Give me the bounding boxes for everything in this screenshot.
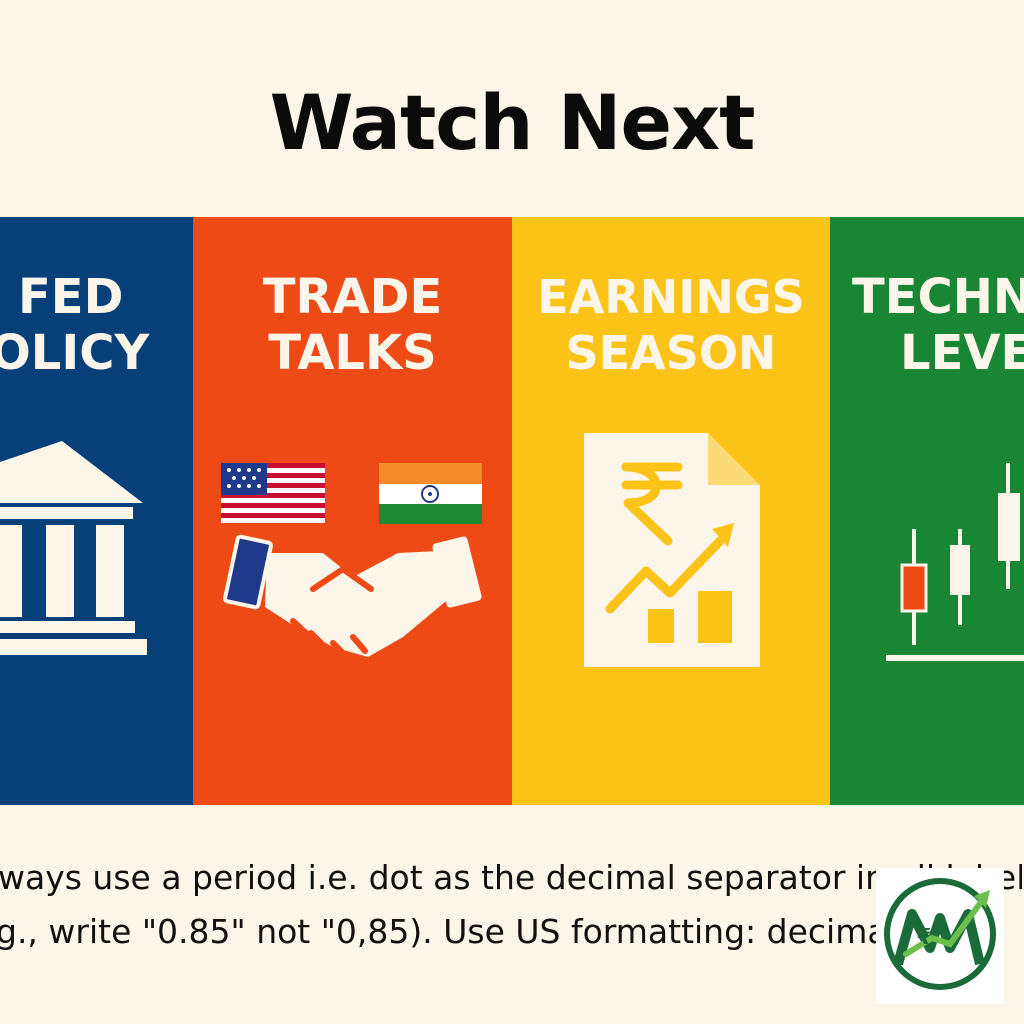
candlestick-chart-icon [886,463,1024,661]
panel-trade-talks: TRADE TALKS [193,217,512,805]
panel-technical-levels-label: TECHN LEVE [852,269,1024,381]
india-flag-icon [379,463,482,524]
panel-fed-policy-line1: FED [18,269,124,325]
panel-trade-talks-label: TRADE TALKS [193,269,512,381]
handshake-flags-icon [221,463,482,660]
caption-line-2: g., write "0.85" not "0,85). Use US form… [0,912,929,951]
panel-trade-talks-line2: TALKS [268,325,437,381]
panel-trade-talks-line1: TRADE [262,269,443,325]
panel-technical-levels: TECHN LEVE [830,217,1024,805]
panel-technical-levels-line2: LEVE [900,325,1024,381]
caption-line-1: ways use a period i.e. dot as the decima… [0,858,1022,897]
rupee-growth-logo-icon: ₹ [884,878,996,990]
panel-earnings-season: EARNINGS SEASON [512,217,830,805]
logo: ₹ [876,868,1004,1004]
us-flag-icon [221,463,325,523]
panel-fed-policy-label: FED OLICY [0,269,193,381]
panel-earnings-season-label: EARNINGS SEASON [512,269,830,381]
rupee-report-icon [584,433,760,667]
panel-fed-policy: FED OLICY [0,217,193,805]
panel-fed-policy-line2: OLICY [0,325,150,381]
handshake-icon [223,534,482,660]
page-title: Watch Next [269,78,756,167]
bank-building-icon [0,441,147,655]
svg-text:₹: ₹ [916,925,931,950]
panel-earnings-season-line1: EARNINGS [537,270,805,324]
panel-earnings-season-line2: SEASON [565,326,777,380]
panel-technical-levels-line1: TECHN [852,269,1024,325]
